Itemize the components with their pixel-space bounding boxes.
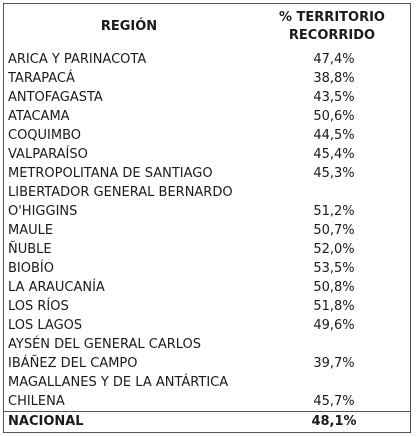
- total-row: NACIONAL 48,1%: [4, 411, 410, 431]
- header-cell: % TERRITORIO RECORRIDO: [254, 9, 410, 45]
- table-row: LOS LAGOS 49,6%: [4, 316, 410, 335]
- region-cell: LA ARAUCANÍA: [4, 278, 258, 297]
- value-cell: 38,8%: [313, 71, 355, 86]
- region-table: REGIÓN % TERRITORIO RECORRIDO ARICA Y PARIN…: [3, 3, 411, 433]
- table-row: BIOBÍO 53,5%: [4, 259, 410, 278]
- value-cell: 51,2%: [313, 204, 355, 219]
- cell-line: LOS RÍOS: [8, 299, 69, 314]
- cell-line: COQUIMBO: [8, 128, 82, 143]
- region-cell: ATACAMA: [4, 107, 258, 126]
- cell-line: % TERRITORIO: [279, 10, 385, 25]
- region-cell: MAGALLANES Y DE LA ANTÁRTICA CHILENA: [4, 373, 258, 411]
- region-cell: ANTOFAGASTA: [4, 88, 258, 107]
- table-row: MAULE 50,7%: [4, 221, 410, 240]
- cell-line: METROPOLITANA DE SANTIAGO: [8, 166, 213, 181]
- table-row: ANTOFAGASTA 43,5%: [4, 88, 410, 107]
- table-row: ATACAMA 50,6%: [4, 107, 410, 126]
- cell-line: BIOBÍO: [8, 261, 54, 276]
- cell-line: IBÁÑEZ DEL CAMPO: [8, 356, 138, 371]
- value-cell: 43,5%: [313, 90, 355, 105]
- region-cell: LOS LAGOS: [4, 316, 258, 335]
- table-row: AYSÉN DEL GENERAL CARLOS IBÁÑEZ DEL CAMPO…: [4, 335, 410, 373]
- table-row: VALPARAÍSO 45,4%: [4, 145, 410, 164]
- cell-line: REGIÓN: [100, 19, 158, 34]
- table-row: MAGALLANES Y DE LA ANTÁRTICA CHILENA 45,7%: [4, 373, 410, 411]
- table-row: COQUIMBO 44,5%: [4, 126, 410, 145]
- cell-line: ARICA Y PARINACOTA: [8, 52, 147, 67]
- region-cell: TARAPACÁ: [4, 69, 258, 88]
- value-cell: 53,5%: [313, 261, 355, 276]
- cell-line: ANTOFAGASTA: [8, 90, 103, 105]
- cell-line: TARAPACÁ: [8, 71, 75, 86]
- table-row: LIBERTADOR GENERAL BERNARDO O'HIGGINS 51,2…: [4, 183, 410, 221]
- value-cell: 49,6%: [313, 318, 355, 333]
- region-cell: AYSÉN DEL GENERAL CARLOS IBÁÑEZ DEL CAMPO: [4, 335, 258, 373]
- region-cell: METROPOLITANA DE SANTIAGO: [4, 164, 258, 183]
- region-cell: VALPARAÍSO: [4, 145, 258, 164]
- region-cell: BIOBÍO: [4, 259, 258, 278]
- value-cell: 50,7%: [313, 223, 355, 238]
- table-row: ARICA Y PARINACOTA 47,4%: [4, 50, 410, 69]
- value-cell: 45,7%: [313, 394, 355, 409]
- header-row: REGIÓN % TERRITORIO RECORRIDO: [4, 4, 410, 50]
- table-row: TARAPACÁ 38,8%: [4, 69, 410, 88]
- value-cell: 52,0%: [313, 242, 355, 257]
- header-cell: REGIÓN: [4, 18, 254, 36]
- region-cell: COQUIMBO: [4, 126, 258, 145]
- value-cell: 48,1%: [311, 414, 357, 429]
- value-cell: 45,3%: [313, 166, 355, 181]
- value-cell: 47,4%: [313, 52, 355, 67]
- cell-line: CHILENA: [8, 394, 65, 409]
- value-cell: 45,4%: [313, 147, 355, 162]
- cell-line: LOS LAGOS: [8, 318, 83, 333]
- region-cell: NACIONAL: [4, 412, 258, 431]
- cell-line: ATACAMA: [8, 109, 70, 124]
- table-row: LA ARAUCANÍA 50,8%: [4, 278, 410, 297]
- region-cell: ÑUBLE: [4, 240, 258, 259]
- cell-line: MAULE: [8, 223, 54, 238]
- value-cell: 44,5%: [313, 128, 355, 143]
- cell-line: LA ARAUCANÍA: [8, 280, 105, 295]
- region-cell: LIBERTADOR GENERAL BERNARDO O'HIGGINS: [4, 183, 258, 221]
- table-row: LOS RÍOS 51,8%: [4, 297, 410, 316]
- cell-line: LIBERTADOR GENERAL BERNARDO: [8, 185, 233, 200]
- cell-line: RECORRIDO: [288, 28, 376, 43]
- cell-line: ÑUBLE: [8, 242, 52, 257]
- value-cell: 39,7%: [313, 356, 355, 371]
- region-cell: ARICA Y PARINACOTA: [4, 50, 258, 69]
- cell-line: VALPARAÍSO: [8, 147, 88, 162]
- cell-line: MAGALLANES Y DE LA ANTÁRTICA: [8, 375, 229, 390]
- table-row: METROPOLITANA DE SANTIAGO 45,3%: [4, 164, 410, 183]
- value-cell: 50,8%: [313, 280, 355, 295]
- value-cell: 50,6%: [313, 109, 355, 124]
- cell-line: O'HIGGINS: [8, 204, 78, 219]
- region-cell: MAULE: [4, 221, 258, 240]
- cell-line: AYSÉN DEL GENERAL CARLOS: [8, 337, 202, 352]
- cell-line: NACIONAL: [8, 414, 84, 429]
- table-row: ÑUBLE 52,0%: [4, 240, 410, 259]
- value-cell: 51,8%: [313, 299, 355, 314]
- region-cell: LOS RÍOS: [4, 297, 258, 316]
